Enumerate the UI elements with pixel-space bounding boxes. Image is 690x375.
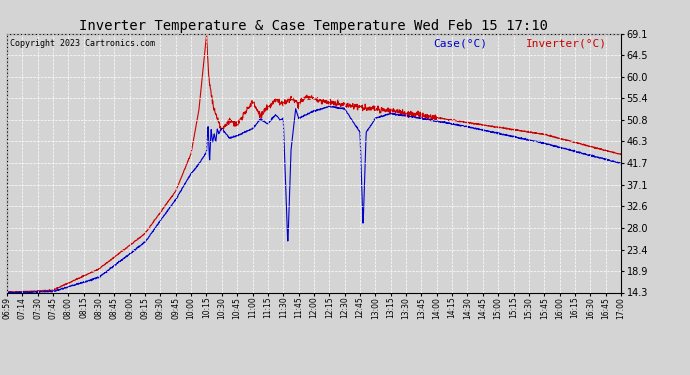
Text: Inverter(°C): Inverter(°C)	[526, 39, 607, 49]
Text: Case(°C): Case(°C)	[434, 39, 488, 49]
Text: Copyright 2023 Cartronics.com: Copyright 2023 Cartronics.com	[10, 39, 155, 48]
Title: Inverter Temperature & Case Temperature Wed Feb 15 17:10: Inverter Temperature & Case Temperature …	[79, 19, 549, 33]
